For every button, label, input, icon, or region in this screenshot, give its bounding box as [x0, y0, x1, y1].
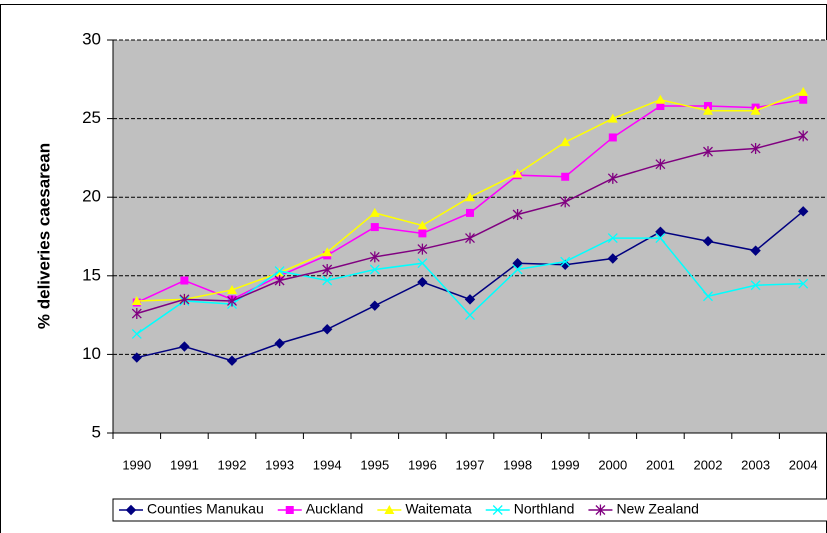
legend-label: Counties Manukau: [147, 501, 264, 517]
x-tick-label: 1997: [456, 457, 485, 472]
marker: [369, 264, 380, 275]
x-tick-label: 1996: [408, 457, 437, 472]
x-tick-label: 2004: [789, 457, 818, 472]
y-tick-label: 15: [82, 265, 101, 284]
marker: [561, 172, 570, 181]
x-tick-label: 1992: [218, 457, 247, 472]
marker: [417, 243, 428, 255]
marker: [655, 94, 666, 104]
marker: [131, 329, 142, 339]
marker: [702, 236, 714, 247]
x-tick-label: 2002: [694, 457, 723, 472]
marker: [321, 324, 333, 335]
marker: [750, 245, 761, 256]
marker: [560, 196, 571, 208]
marker: [465, 310, 475, 321]
marker: [227, 295, 237, 307]
marker: [750, 280, 761, 291]
x-tick-label: 2000: [598, 457, 627, 472]
marker: [560, 137, 571, 147]
marker: [322, 264, 333, 276]
marker: [417, 276, 428, 288]
marker: [750, 142, 761, 154]
marker: [799, 95, 808, 104]
marker: [656, 102, 665, 111]
y-axis-label: % deliveries caesarean: [34, 143, 53, 329]
marker: [180, 276, 189, 285]
marker: [417, 220, 428, 230]
marker: [465, 232, 475, 244]
marker: [466, 208, 474, 217]
marker: [322, 275, 333, 286]
marker: [465, 192, 475, 202]
x-tick-label: 1994: [313, 457, 342, 472]
marker: [655, 233, 666, 244]
marker: [131, 352, 143, 363]
marker: [798, 278, 809, 289]
marker: [512, 258, 523, 269]
marker: [703, 146, 713, 158]
marker: [655, 158, 666, 170]
x-tick-label: 1995: [360, 457, 389, 472]
x-tick-label: 1991: [170, 457, 199, 472]
y-tick-label: 5: [92, 422, 101, 441]
marker: [607, 172, 618, 184]
legend: Counties Manukau Auckland Waitemata Northla…: [112, 498, 827, 522]
marker: [384, 505, 395, 514]
marker: [131, 308, 142, 320]
y-tick-label: 10: [82, 344, 101, 363]
marker: [608, 133, 617, 142]
marker: [750, 105, 761, 115]
marker: [512, 208, 523, 220]
marker: [125, 504, 137, 516]
marker: [512, 264, 523, 275]
marker: [607, 233, 618, 244]
marker: [798, 130, 809, 142]
marker: [274, 266, 285, 277]
marker: [369, 251, 380, 263]
marker: [512, 168, 523, 178]
x-tick-label: 2003: [741, 457, 770, 472]
marker: [322, 247, 333, 257]
marker: [492, 505, 503, 515]
marker: [226, 355, 238, 366]
marker: [370, 223, 379, 232]
marker: [655, 226, 666, 237]
marker: [179, 341, 190, 352]
marker: [417, 258, 428, 269]
marker: [798, 86, 809, 96]
marker: [797, 206, 809, 217]
marker: [595, 504, 606, 516]
marker: [703, 291, 713, 302]
legend-label: New Zealand: [616, 501, 699, 517]
x-tick-label: 1990: [122, 457, 151, 472]
marker: [369, 207, 380, 217]
x-tick-label: 2001: [646, 457, 675, 472]
marker: [464, 294, 476, 305]
marker: [131, 295, 142, 305]
x-tick-label: 1999: [551, 457, 580, 472]
marker: [703, 105, 713, 115]
marker: [369, 300, 381, 311]
marker: [607, 253, 619, 264]
marker: [607, 113, 618, 123]
marker: [560, 256, 571, 267]
x-tick-label: 1993: [265, 457, 294, 472]
marker: [285, 506, 294, 514]
marker: [227, 284, 237, 294]
legend-label: Auckland: [306, 501, 364, 517]
marker: [274, 338, 285, 349]
marker: [179, 293, 190, 305]
x-tick-label: 1998: [503, 457, 532, 472]
legend-label: Waitemata: [405, 501, 472, 517]
legend-label: Northland: [514, 501, 575, 517]
marker: [418, 229, 427, 238]
legend-box: [112, 498, 827, 522]
y-tick-label: 25: [82, 108, 101, 127]
marker: [274, 275, 285, 287]
y-tick-label: 30: [82, 29, 101, 48]
y-tick-label: 20: [82, 187, 101, 206]
